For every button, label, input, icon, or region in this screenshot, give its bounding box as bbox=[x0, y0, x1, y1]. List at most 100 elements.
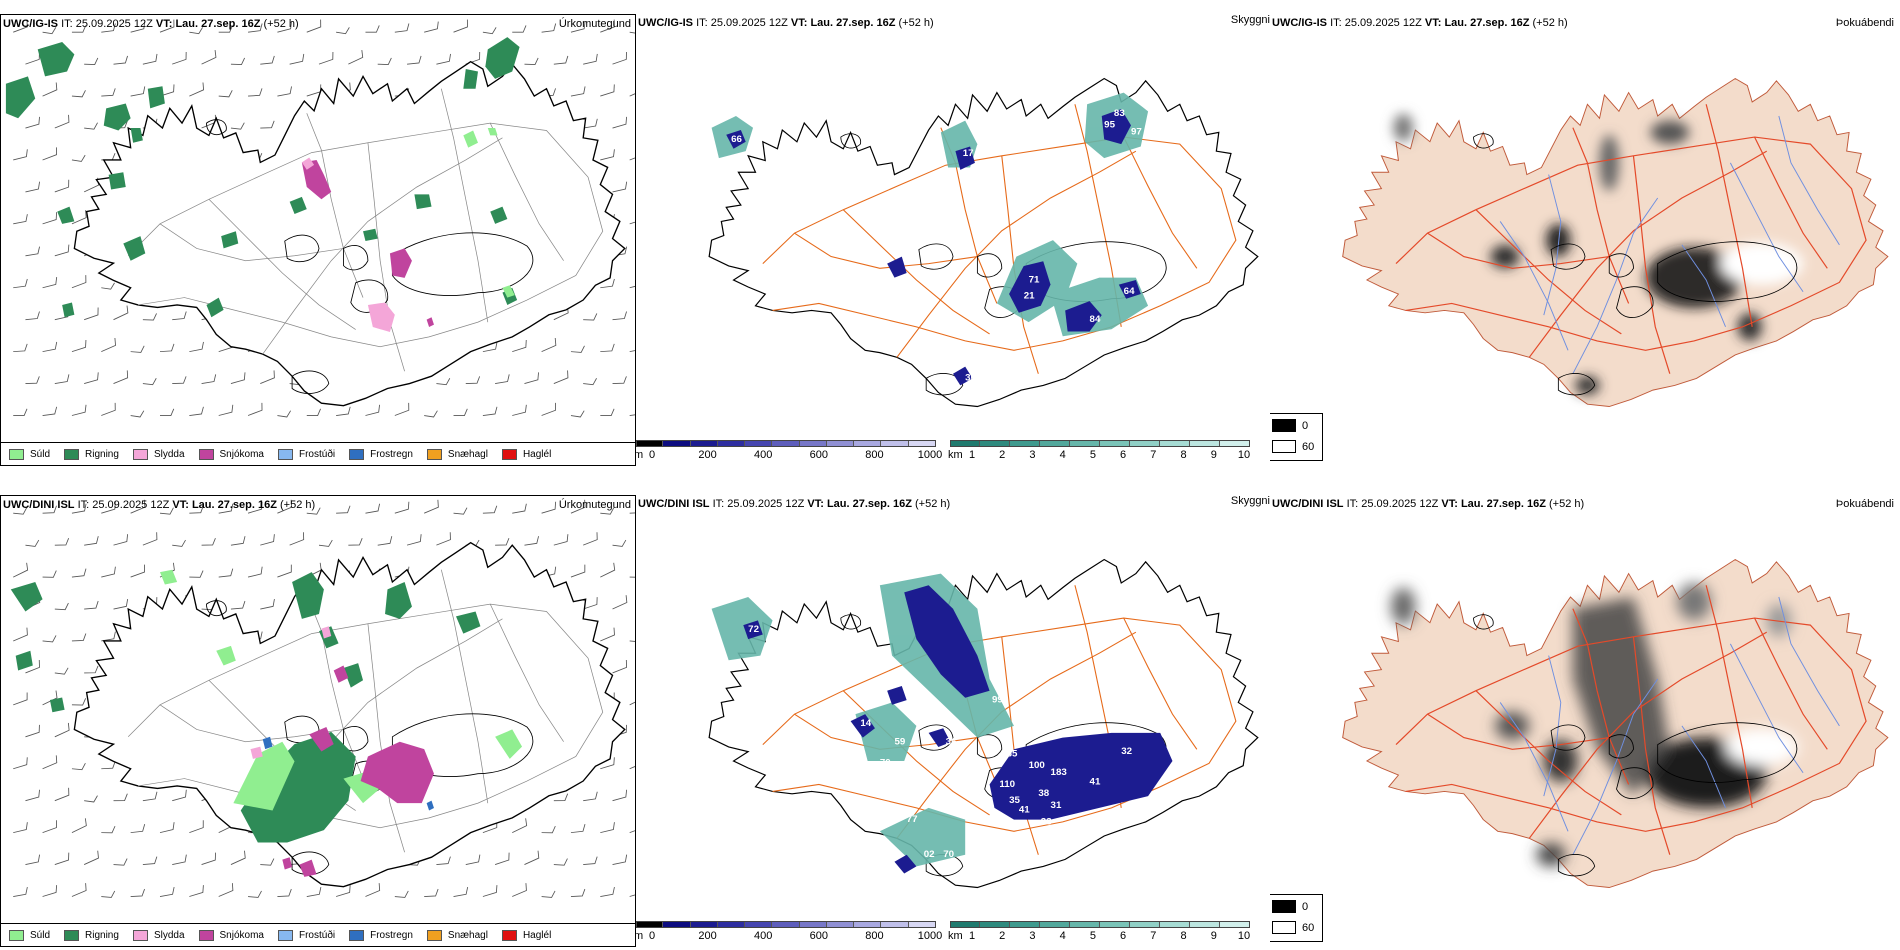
wind-barb-icon bbox=[13, 627, 28, 642]
wind-barb-icon bbox=[365, 883, 381, 897]
colorbar-tick-label: 1 bbox=[968, 930, 976, 942]
colorbar-tick-label: 0 bbox=[648, 449, 656, 461]
colorbar-tick-label: 2 bbox=[999, 930, 1006, 942]
wind-barb-icon bbox=[436, 856, 451, 866]
colorbar-segment bbox=[1100, 921, 1130, 928]
wind-barb-icon bbox=[71, 25, 87, 33]
wind-barb-icon bbox=[172, 789, 187, 802]
snow-depth-label: 02 bbox=[924, 849, 935, 860]
wind-barb-icon bbox=[13, 343, 28, 353]
colorbar-segment bbox=[1010, 440, 1040, 447]
snow-depth-label: 14 bbox=[860, 718, 872, 729]
wind-barb-icon bbox=[336, 406, 351, 416]
swatch-icon bbox=[132, 448, 148, 460]
wind-barb-icon bbox=[54, 114, 70, 129]
wind-barb-icon bbox=[172, 311, 187, 321]
colorbar-segment bbox=[690, 440, 718, 447]
swatch-icon bbox=[198, 929, 214, 941]
wind-barb-icon bbox=[71, 818, 87, 834]
wind-barb-icon bbox=[248, 23, 263, 33]
wind-barb-icon bbox=[54, 667, 69, 675]
colorbar-tick-label: 1000 bbox=[917, 449, 943, 461]
wind-barb-icon bbox=[42, 690, 58, 706]
wind-barb-icon bbox=[113, 793, 128, 802]
colorbar-tick-label: 600 bbox=[809, 449, 828, 461]
colorbar-unit: km bbox=[948, 930, 963, 942]
wind-barb-icon bbox=[189, 82, 205, 97]
colorbar-segment bbox=[950, 440, 980, 447]
legend-freezing-drizzle: Frostúði bbox=[277, 448, 335, 460]
colorbar-segment bbox=[690, 921, 718, 928]
wind-barb-icon bbox=[260, 858, 275, 866]
wind-barb-icon bbox=[13, 507, 28, 515]
wind-barb-icon bbox=[25, 181, 41, 193]
wind-barb-icon bbox=[541, 501, 557, 514]
wind-barb-icon bbox=[260, 55, 275, 65]
fog-swatch-black bbox=[1272, 900, 1296, 913]
wind-barb-icon bbox=[541, 890, 556, 898]
colorbar-tick-label: 2 bbox=[999, 449, 1006, 461]
wind-barb-icon bbox=[71, 339, 87, 353]
swatch-icon bbox=[9, 448, 24, 460]
colorbar-tick-label: 400 bbox=[754, 930, 773, 942]
colorbar-tick-label: 600 bbox=[809, 930, 828, 942]
wind-barb-icon bbox=[570, 410, 585, 418]
wind-barb-icon bbox=[524, 536, 539, 546]
colorbar-tick-label: 1 bbox=[968, 449, 976, 461]
wind-barb-icon bbox=[13, 408, 28, 416]
wind-barb-icon bbox=[260, 370, 275, 384]
wind-barb-icon bbox=[629, 285, 635, 289]
wind-barb-icon bbox=[306, 886, 322, 897]
colorbar-segment bbox=[1070, 921, 1100, 928]
wind-barb-icon bbox=[600, 757, 615, 770]
snow-depth-label: 66 bbox=[731, 134, 742, 145]
wind-barb-icon bbox=[629, 93, 635, 97]
wind-barb-icon bbox=[159, 84, 175, 97]
colorbar-segment bbox=[745, 440, 773, 447]
wind-barb-icon bbox=[230, 122, 245, 130]
wind-barb-icon bbox=[482, 27, 497, 35]
snow-depth-label: 71 bbox=[1029, 275, 1041, 286]
wind-barb-icon bbox=[189, 406, 204, 416]
wind-barb-icon bbox=[13, 822, 28, 834]
wind-barb-icon bbox=[612, 376, 627, 385]
wind-barb-icon bbox=[541, 825, 556, 834]
snow-depth-label: 31 bbox=[1051, 800, 1063, 811]
colorbar-tick-label: 6 bbox=[1120, 449, 1127, 461]
wind-barb-icon bbox=[201, 852, 216, 865]
panel-title: UWC/DINI ISL IT: 25.09.2025 12Z VT: Lau.… bbox=[1272, 498, 1585, 510]
legend-drizzle: Súld bbox=[9, 448, 50, 460]
wind-barb-icon bbox=[482, 505, 498, 514]
precip-type-panel-top: UWC/IG-IS IT: 25.09.2025 12Z VT: Lau. 27… bbox=[0, 14, 636, 466]
wind-barb-icon bbox=[600, 886, 615, 897]
wind-barb-icon bbox=[201, 50, 217, 65]
snow-depth-label: 97 bbox=[1131, 127, 1142, 138]
legend-freezing-rain: Frostregn bbox=[349, 929, 413, 941]
snow-depth-label: 77 bbox=[907, 814, 918, 825]
rain-areas bbox=[5, 37, 520, 318]
wind-barb-icon bbox=[84, 122, 98, 130]
wind-barb-icon bbox=[113, 305, 129, 321]
colorbar-segment bbox=[799, 921, 827, 928]
wind-barb-icon bbox=[13, 19, 28, 33]
colorbar-segment bbox=[881, 440, 909, 447]
wind-barb-icon bbox=[583, 856, 598, 866]
wind-barb-icon bbox=[84, 795, 98, 803]
wind-barb-icon bbox=[600, 278, 615, 289]
wind-barb-icon bbox=[230, 536, 246, 546]
wind-barb-icon bbox=[42, 277, 58, 289]
colorbar-tick-label: 9 bbox=[1210, 449, 1217, 461]
wind-barb-icon bbox=[482, 885, 498, 897]
swatch-icon bbox=[9, 929, 24, 941]
colorbar-tick-label: 8 bbox=[1180, 449, 1187, 461]
colorbar-segment bbox=[636, 921, 664, 928]
swatch-icon bbox=[349, 448, 365, 460]
wind-barb-icon bbox=[159, 19, 175, 33]
visibility-panel-top: UWC/IG-IS IT: 25.09.2025 12Z VT: Lau. 27… bbox=[636, 14, 1270, 466]
snow-depth-label: 84 bbox=[1090, 314, 1102, 325]
wind-barb-icon bbox=[71, 568, 87, 578]
wind-barb-icon bbox=[570, 824, 586, 834]
wind-barb-icon bbox=[436, 532, 451, 546]
wind-barb-icon bbox=[172, 854, 187, 865]
